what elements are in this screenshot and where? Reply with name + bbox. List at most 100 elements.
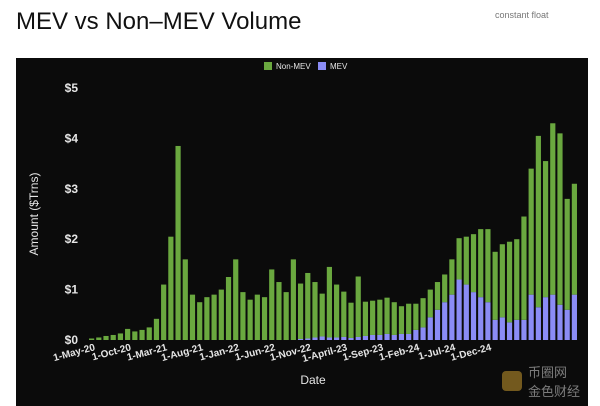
bar-mev [406, 333, 412, 340]
bar-mev [297, 338, 304, 340]
bar-mev [334, 337, 340, 340]
bar-non-mev [197, 302, 203, 340]
legend-label-mev: MEV [330, 62, 348, 71]
bar-non-mev [420, 298, 426, 328]
bar-non-mev [132, 331, 138, 340]
y-tick-label: $5 [65, 81, 79, 95]
bar-non-mev [225, 277, 232, 340]
bar-non-mev [449, 259, 455, 295]
bar-mev [326, 337, 332, 340]
bar-mev [514, 319, 520, 340]
x-axis-label: Date [300, 373, 326, 387]
bar-mev [463, 284, 469, 340]
bar-non-mev [319, 293, 325, 337]
watermark-line-2: 金色财经 [527, 385, 580, 400]
watermark-logo-icon [501, 371, 522, 391]
bar-non-mev [334, 284, 340, 338]
bar-mev [420, 327, 426, 340]
bar-mev [478, 297, 484, 340]
bar-mev [434, 309, 441, 340]
bar-non-mev [506, 241, 513, 323]
bar-non-mev [384, 297, 390, 334]
y-tick-label: $1 [65, 283, 79, 297]
bar-non-mev [377, 299, 383, 335]
bar-non-mev [434, 282, 441, 310]
bar-non-mev [355, 276, 361, 337]
bar-non-mev [204, 297, 210, 340]
bar-mev [319, 336, 325, 340]
bar-non-mev [521, 216, 527, 320]
bar-non-mev [571, 183, 577, 295]
bar-mev [557, 304, 563, 340]
bar-non-mev [564, 198, 570, 310]
bar-non-mev [312, 282, 318, 338]
bar-mev [456, 279, 462, 340]
bar-mev [542, 297, 549, 340]
bar-non-mev [240, 292, 246, 340]
bar-non-mev [485, 229, 491, 303]
bar-non-mev [398, 306, 405, 334]
bar-non-mev [341, 291, 347, 337]
bar-non-mev [326, 266, 332, 338]
bar-non-mev [463, 236, 469, 285]
bar-mev [391, 334, 397, 340]
bar-non-mev [406, 303, 412, 334]
bar-non-mev [290, 259, 296, 340]
bar-non-mev [96, 337, 102, 340]
bar-non-mev [110, 334, 116, 340]
bar-non-mev [146, 327, 152, 340]
bar-non-mev [117, 333, 124, 340]
bar-non-mev [153, 318, 160, 340]
bar-non-mev [456, 238, 462, 280]
bar-mev [499, 317, 505, 340]
bar-non-mev [269, 269, 275, 340]
page-title: MEV vs Non–MEV Volume [16, 8, 302, 35]
bar-non-mev [103, 335, 109, 340]
bar-non-mev [247, 299, 253, 340]
bar-non-mev [233, 259, 239, 340]
bar-non-mev [161, 284, 167, 340]
legend-label-non-mev: Non-MEV [276, 62, 311, 71]
bar-mev [348, 337, 354, 340]
bar-mev [492, 319, 498, 340]
bar-non-mev [391, 302, 397, 335]
bar-mev [398, 333, 405, 340]
bar-non-mev [442, 274, 448, 303]
bar-non-mev [470, 234, 477, 293]
bar-mev [442, 302, 448, 340]
bar-mev [341, 336, 347, 340]
bar-mev [384, 333, 390, 340]
bar-mev [571, 294, 577, 340]
bar-mev [362, 335, 369, 340]
bar-mev [427, 317, 433, 340]
x-tick-label: 1-Feb-24 [378, 342, 421, 363]
y-tick-label: $0 [65, 333, 79, 347]
x-tick-label: 1-Dec-24 [450, 342, 494, 364]
bar-mev [305, 338, 311, 340]
bar-mev [312, 337, 318, 340]
bar-non-mev [348, 302, 354, 338]
watermark: 币圈网 金色财经 [501, 362, 580, 400]
bar-non-mev [370, 300, 376, 335]
bar-non-mev [218, 289, 224, 340]
bar-non-mev [514, 239, 520, 320]
watermark-line-1: 币圈网 [527, 366, 567, 381]
bar-mev [485, 302, 491, 340]
bar-mev [377, 334, 383, 340]
legend-swatch-non-mev [264, 62, 272, 70]
bar-non-mev [413, 303, 419, 330]
bar-non-mev [427, 289, 433, 318]
y-axis-label: Amount ($Trns) [27, 173, 41, 256]
bar-non-mev [499, 244, 505, 318]
bar-mev [521, 319, 527, 340]
bar-mev [528, 294, 534, 340]
bar-non-mev [261, 297, 268, 340]
bar-mev [550, 294, 556, 340]
bar-mev [370, 334, 376, 340]
bar-non-mev [557, 133, 563, 305]
bar-non-mev [535, 135, 541, 308]
bar-non-mev [89, 338, 95, 340]
bar-mev [535, 307, 541, 340]
bar-mev [506, 322, 513, 340]
y-tick-label: $4 [65, 131, 79, 145]
